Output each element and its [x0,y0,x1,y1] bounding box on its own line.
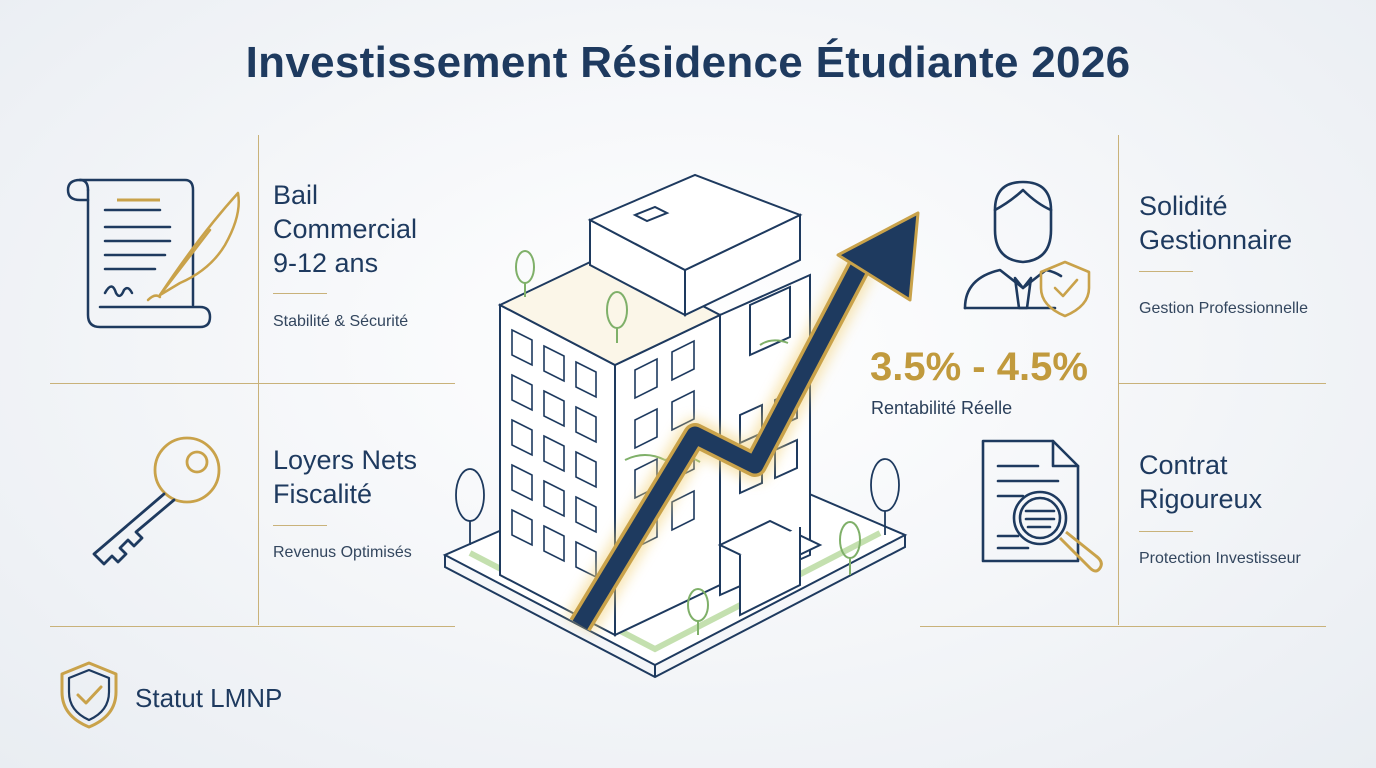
divider-left-horizontal-1 [50,383,455,384]
loyers-subtitle: Revenus Optimisés [273,544,412,561]
contrat-subtitle: Protection Investisseur [1139,550,1301,567]
building-growth-arrow-icon [442,173,920,679]
divider-right-horizontal-2 [920,626,1326,627]
bail-rule [273,293,327,294]
shield-check-icon [60,661,118,729]
document-magnifier-icon [981,439,1103,573]
loyers-title: Loyers Nets Fiscalité [273,445,418,509]
status-label: Statut LMNP [135,683,283,713]
divider-left-horizontal-2 [50,626,455,627]
contrat-title: Contrat Rigoureux [1139,450,1263,514]
manager-shield-icon [963,180,1091,318]
divider-right-vertical [1118,135,1119,625]
page-title: Investissement Résidence Étudiante 2026 [245,38,1131,87]
loyers-rule [273,525,327,526]
solidite-title: Solidité Gestionnaire [1139,191,1293,255]
divider-left-vertical [258,135,259,625]
kpi-value: 3.5% - 4.5% [870,345,1088,389]
contrat-rule [1139,531,1193,532]
bail-title: Bail Commercial 9-12 ans [273,180,418,278]
solidite-subtitle: Gestion Professionnelle [1139,300,1308,317]
bail-subtitle: Stabilité & Sécurité [273,313,409,330]
contract-scroll-quill-icon [66,178,240,329]
divider-right-horizontal-1 [1118,383,1326,384]
solidite-rule [1139,271,1193,272]
kpi-label: Rentabilité Réelle [871,398,1013,418]
key-icon [92,436,221,566]
